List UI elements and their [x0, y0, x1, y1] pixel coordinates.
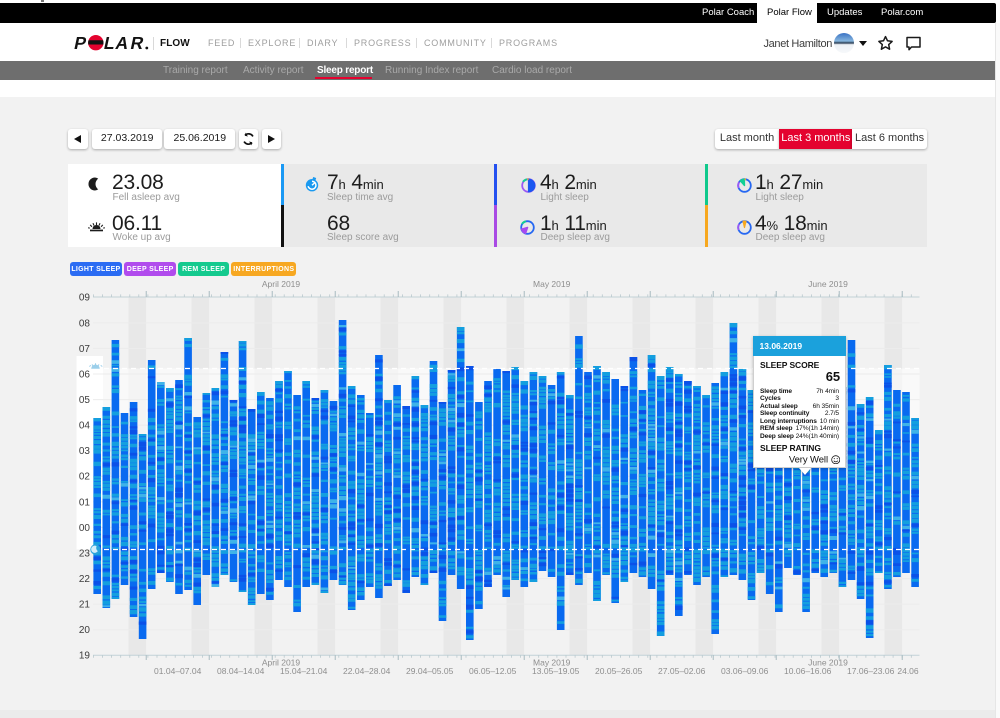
svg-text:15.04–21.04: 15.04–21.04 — [280, 666, 328, 676]
svg-text:10.06–16.06: 10.06–16.06 — [784, 666, 832, 676]
svg-text:03: 03 — [79, 446, 91, 457]
svg-text:R: R — [129, 34, 146, 51]
svg-text:01.04–07.04: 01.04–07.04 — [154, 666, 202, 676]
svg-text:20: 20 — [79, 625, 91, 636]
svg-text:17.06–23.06: 17.06–23.06 — [847, 666, 895, 676]
svg-text:21: 21 — [79, 600, 91, 611]
svg-text:June 2019: June 2019 — [808, 658, 848, 668]
svg-text:22: 22 — [79, 574, 91, 585]
svg-text:May 2019: May 2019 — [533, 658, 571, 668]
svg-text:08: 08 — [79, 318, 91, 329]
svg-text:07: 07 — [79, 344, 91, 355]
svg-text:23: 23 — [79, 548, 91, 559]
svg-text:05: 05 — [79, 395, 91, 406]
svg-text:22.04–28.04: 22.04–28.04 — [343, 666, 391, 676]
svg-text:P: P — [72, 34, 88, 51]
svg-text:April 2019: April 2019 — [262, 658, 301, 668]
svg-text:00: 00 — [79, 523, 91, 534]
svg-text:06.05–12.05: 06.05–12.05 — [469, 666, 517, 676]
svg-text:08.04–14.04: 08.04–14.04 — [217, 666, 265, 676]
svg-text:June 2019: June 2019 — [808, 279, 848, 289]
svg-text:20.05–26.05: 20.05–26.05 — [595, 666, 643, 676]
svg-text:29.04–05.05: 29.04–05.05 — [406, 666, 454, 676]
svg-text:13.05–19.05: 13.05–19.05 — [532, 666, 580, 676]
svg-text:May 2019: May 2019 — [533, 279, 571, 289]
svg-text:April 2019: April 2019 — [262, 279, 301, 289]
svg-text:09: 09 — [79, 293, 91, 304]
svg-text:01: 01 — [79, 497, 91, 508]
svg-text:L: L — [102, 34, 117, 51]
svg-text:03.06–09.06: 03.06–09.06 — [721, 666, 769, 676]
svg-text:19: 19 — [79, 651, 91, 662]
svg-text:A: A — [114, 34, 131, 51]
svg-text:02: 02 — [79, 472, 91, 483]
svg-text:24.06: 24.06 — [897, 666, 919, 676]
svg-text:27.05–02.06: 27.05–02.06 — [658, 666, 706, 676]
svg-text:06: 06 — [79, 369, 91, 380]
svg-text:04: 04 — [79, 421, 91, 432]
